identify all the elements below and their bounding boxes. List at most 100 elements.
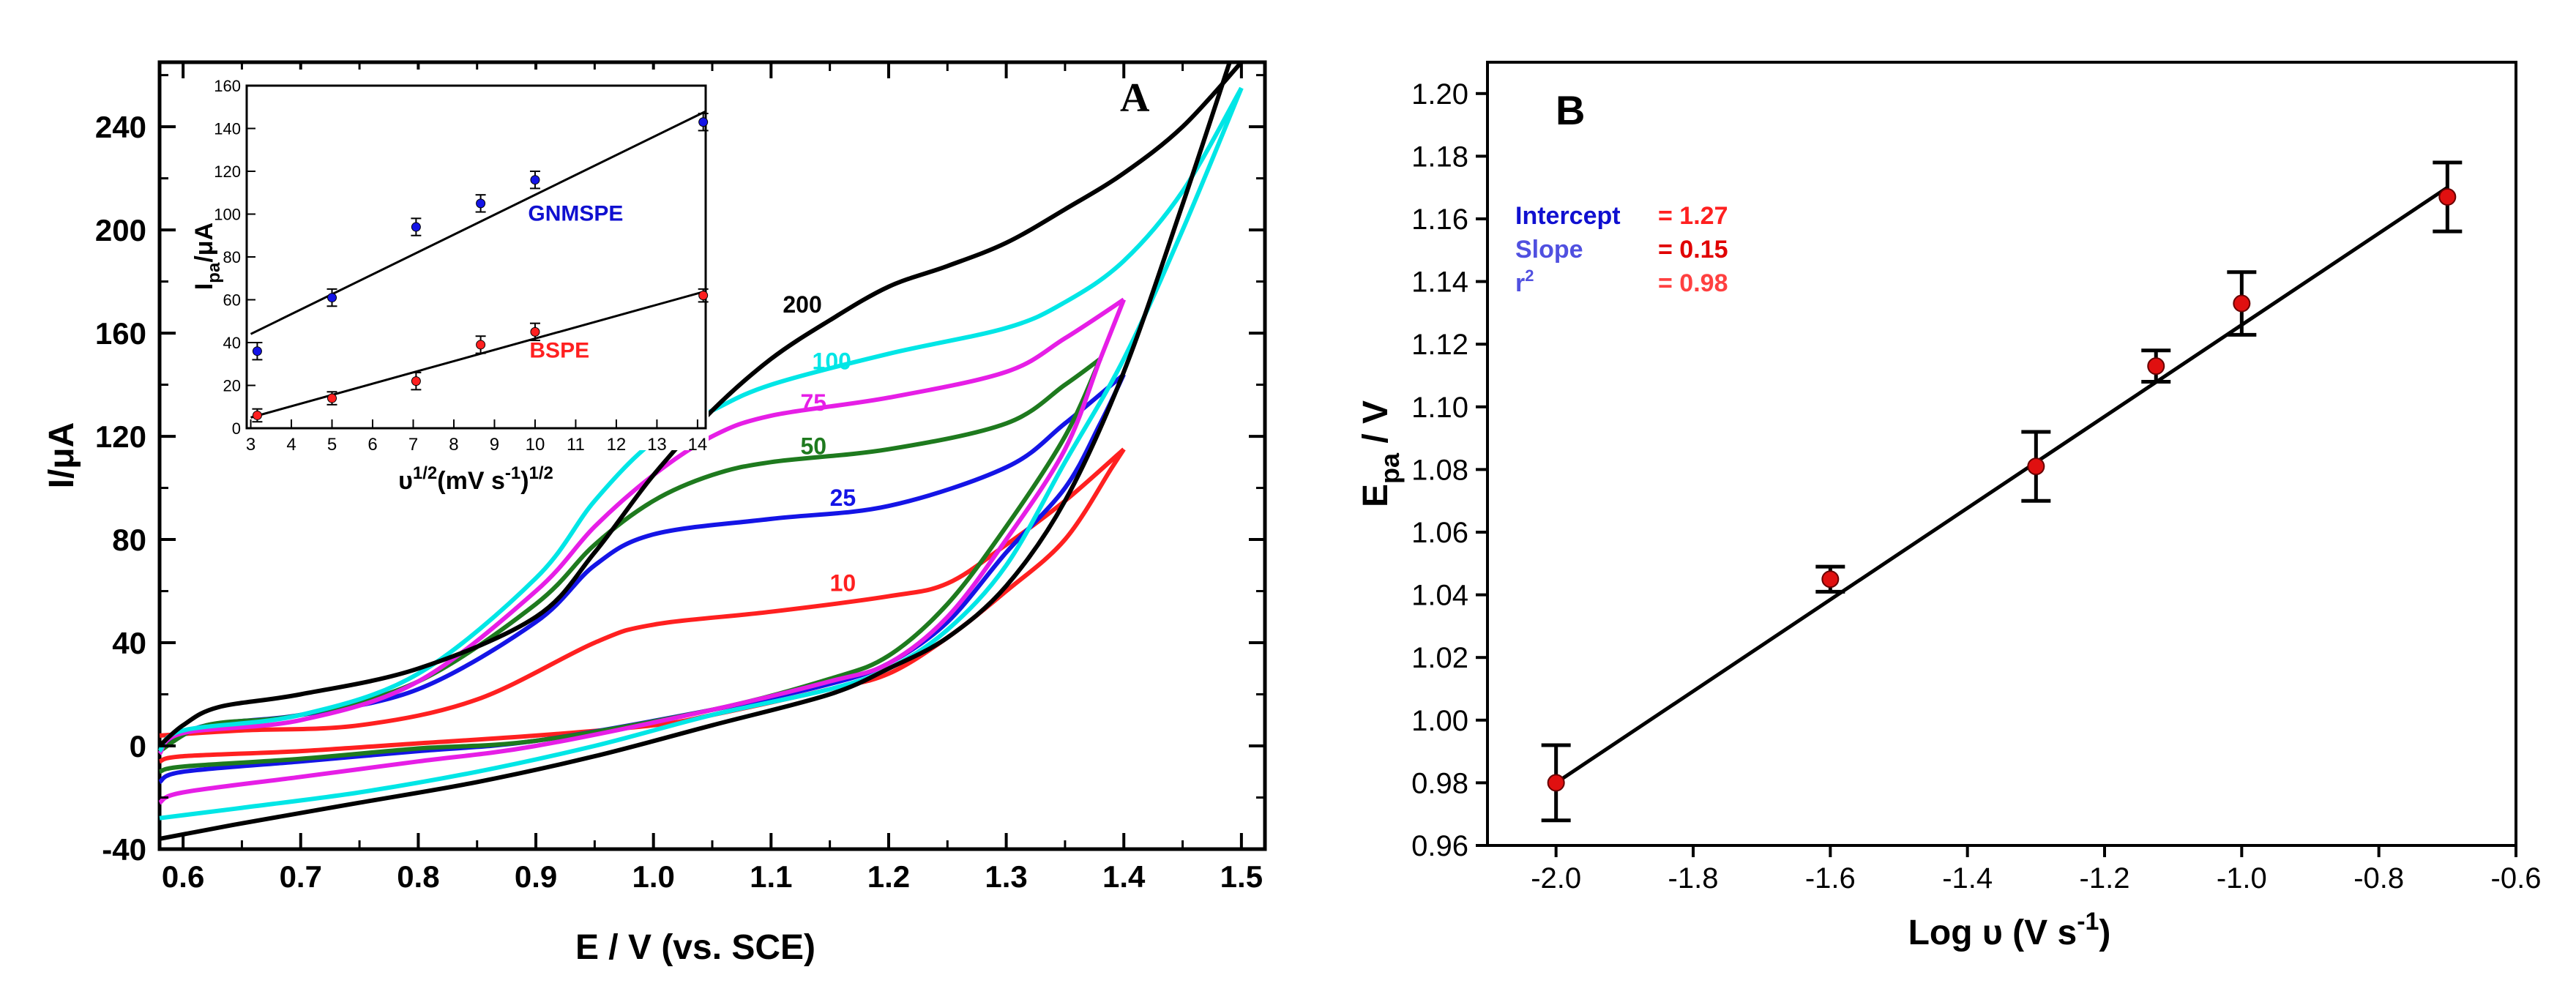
panel-b-x-axis: -2.0 -1.8 -1.6 -1.4 -1.2 -1.0 -0.8 -0.6 [1531,845,2541,895]
b-data-point [2233,294,2251,313]
inset-x-tick-label: 3 [246,435,255,455]
inset-x-axis-unit-exponent: -1 [505,463,520,483]
inset-point-BSPE [327,393,337,403]
inset-x-tick-label: 12 [607,435,627,455]
b-x-tick-label: -1.6 [1805,862,1856,895]
inset-x-tick-label: 6 [367,435,377,455]
inset-point-GNMSPE [327,293,337,303]
regression-stats: Intercept = 1.27 Slope = 0.15 r2 = 0.98 [1515,202,1728,297]
panel-b-frame [1486,61,2517,847]
cv-curve-75-forward [157,297,1125,755]
inset-x-tick-label: 5 [327,435,337,455]
b-fit-line [1555,186,2449,785]
y-tick-label: 80 [112,523,146,557]
inset-point-BSPE [411,376,421,386]
b-data-point [2147,357,2165,376]
inset-series-label-BSPE: BSPE [529,338,589,362]
inset-y-axis: 0 20 40 60 80 100 120 140 160 [214,77,255,438]
x-tick-label: 1.3 [985,859,1027,894]
x-tick-label: 0.8 [397,859,439,894]
r-squared-label: r2 [1515,266,1534,297]
inset-y-axis-unit: /μA [190,223,218,263]
scan-rate-label-25: 25 [830,485,856,511]
y-tick-label: 0 [130,729,146,763]
y-tick-label: 200 [95,213,146,247]
inset-x-tick-label: 7 [408,435,418,455]
b-x-tick-label: -1.0 [2217,862,2267,895]
panel-b-x-axis-title: Log υ (V s-1) [1908,908,2111,952]
b-x-tick-label: -0.6 [2491,862,2542,895]
r-squared-symbol: r [1515,269,1525,297]
y-tick-label: 40 [112,626,146,660]
cv-curve-200-forward [157,60,1244,748]
b-y-tick-label: 1.02 [1411,642,1468,674]
inset-plot-area [250,110,709,423]
panel-a-x-axis: 0.6 0.7 0.8 0.9 1.0 1.1 1.2 1.3 1.4 1.5 [162,62,1263,894]
inset-x-axis-close: ) [520,467,529,495]
b-y-tick-label: 0.98 [1411,767,1468,799]
b-y-tick-label: 1.14 [1411,266,1468,299]
x-tick-label: 1.1 [750,859,792,894]
inset-point-GNMSPE [411,222,421,232]
inset-x-axis-close-exponent: 1/2 [529,463,553,483]
inset-chart: 3 4 5 6 7 8 9 10 11 12 13 14 020406080100120140160 … [190,70,709,495]
panel-b-label: B [1556,87,1585,133]
panel-b-y-axis-unit: / V [1356,400,1395,453]
cv-curve-200-reverse [159,61,1232,841]
r-squared-value: = 0.98 [1658,269,1728,297]
inset-fit-line-BSPE [250,290,706,419]
cv-curve-10-forward [159,447,1126,738]
panel-b-x-axis-main: Log υ (V s [1908,914,2077,952]
panel-b-x-axis-exponent: -1 [2077,908,2099,935]
b-x-tick-label: -1.8 [1668,862,1719,895]
inset-y-tick-label: 20 [223,377,241,395]
inset-point-BSPE [698,291,709,301]
inset-point-BSPE [530,326,540,337]
slope-label: Slope [1515,236,1583,264]
panel-a-plot-area [157,60,1267,851]
inset-x-axis-symbol: υ [398,467,413,495]
inset-series-labels: GNMSPE BSPE [528,201,623,362]
b-y-tick-label: 1.20 [1411,78,1468,111]
panel-b-y-axis-title: Epa / V [1356,400,1405,507]
b-x-tick-label: -2.0 [1531,862,1581,895]
inset-x-tick-label: 11 [567,435,585,455]
b-x-tick-label: -1.2 [2080,862,2130,895]
b-x-tick-label: -0.8 [2353,862,2404,895]
r-squared-exponent: 2 [1525,266,1534,285]
inset-x-tick-label: 13 [647,435,667,455]
b-y-tick-label: 1.12 [1411,329,1468,361]
panel-a-x-axis-title: E / V (vs. SCE) [575,928,815,967]
x-tick-label: 1.4 [1102,859,1146,894]
inset-point-BSPE [252,410,262,420]
x-tick-label: 1.0 [632,859,674,894]
scan-rate-label-10: 10 [830,570,856,597]
panel-a-label: A [1120,75,1150,121]
b-y-tick-label: 1.10 [1411,392,1468,424]
inset-point-GNMSPE [476,198,486,209]
b-data-point [1821,570,1840,589]
scan-rate-label-75: 75 [800,389,826,416]
inset-x-tick-label: 14 [688,435,708,455]
b-y-tick-label: 1.06 [1411,517,1468,549]
b-data-point [2027,457,2045,476]
inset-fit-line-GNMSPE [250,110,706,335]
b-y-tick-label: 0.96 [1411,830,1468,862]
b-y-tick-label: 1.18 [1411,141,1468,173]
inset-x-axis-title: υ1/2(mV s-1)1/2 [398,463,553,495]
b-data-point [2438,188,2457,206]
scan-rate-label-100: 100 [813,348,851,374]
inset-y-axis-symbol: I [190,283,218,290]
x-tick-label: 0.6 [162,859,204,894]
panel-a-curves [157,60,1244,841]
x-tick-label: 1.2 [867,859,910,894]
inset-y-tick-label: 0 [232,419,241,438]
b-y-tick-label: 1.04 [1411,580,1468,612]
slope-value: = 0.15 [1658,236,1728,264]
panel-a-y-axis-title: I/μA [42,422,81,489]
inset-x-tick-label: 8 [449,435,458,455]
inset-x-axis-unit: (mV s [437,467,505,495]
